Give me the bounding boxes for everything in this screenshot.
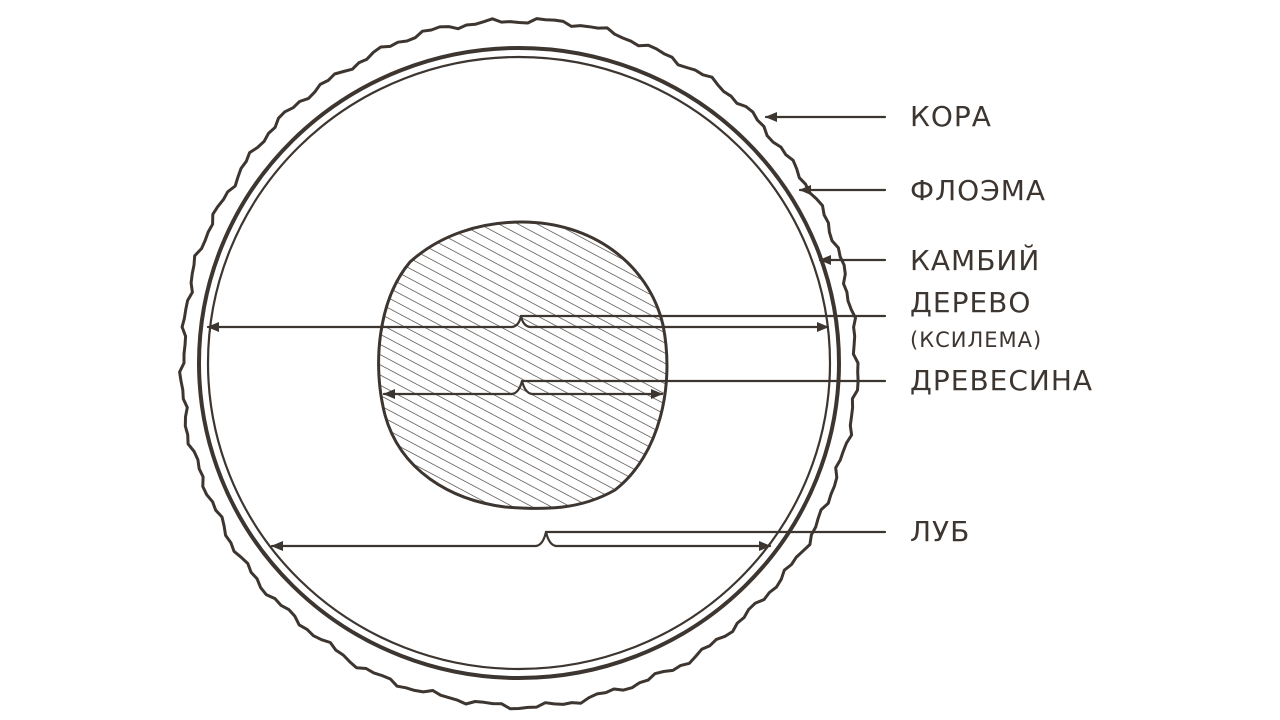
phloem-label: ФЛОЭМА xyxy=(910,174,1046,207)
heartwood-dimension xyxy=(382,379,887,399)
cambium-ring xyxy=(206,55,832,671)
bark-outer-edge xyxy=(178,17,860,711)
phloem-ring xyxy=(197,46,841,680)
xylem-label: (КСИЛЕМА) xyxy=(910,328,1042,352)
sapwood-label: ЛУБ xyxy=(910,515,970,548)
wood-label: ДЕРЕВО xyxy=(910,286,1031,319)
bark-label: КОРА xyxy=(910,100,992,133)
wood-dimension xyxy=(206,314,887,332)
cambium-label: КАМБИЙ xyxy=(910,243,1040,277)
heartwood-label: ДРЕВЕСИНА xyxy=(910,364,1093,397)
sapwood-dimension xyxy=(270,530,887,551)
heartwood-core xyxy=(377,220,669,510)
